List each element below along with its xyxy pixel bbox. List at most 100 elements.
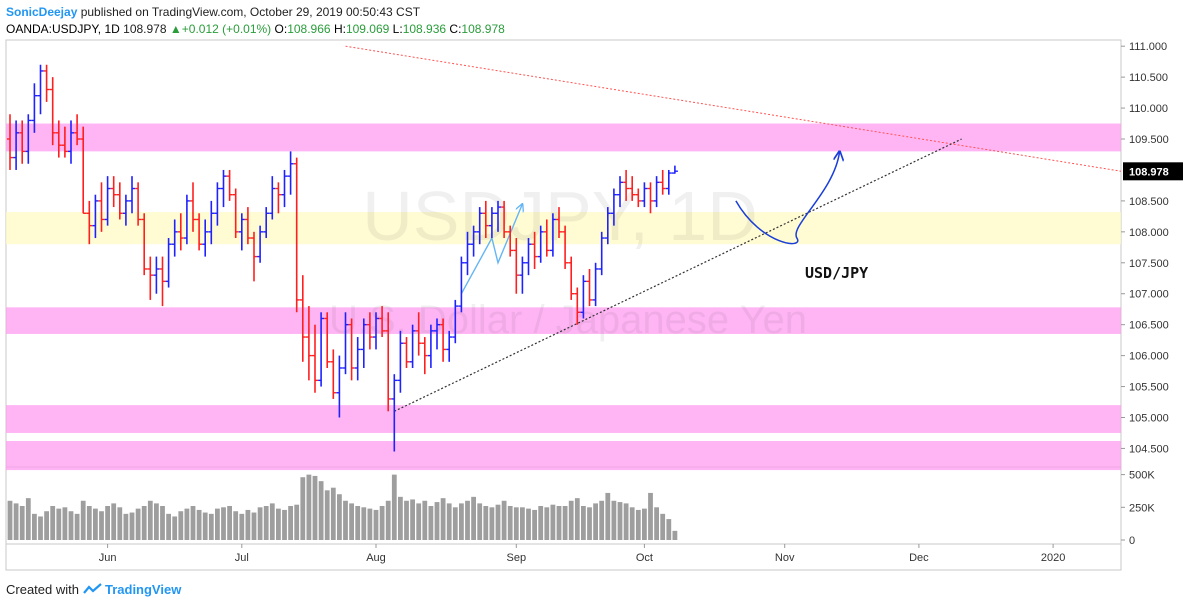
- volume-bar: [593, 503, 598, 540]
- ohlc-bar: [507, 225, 514, 257]
- volume-bar: [562, 506, 568, 540]
- time-tick-label: 2020: [1041, 552, 1065, 564]
- ohlc-bar: [488, 207, 495, 239]
- ohlc-bar: [153, 256, 160, 294]
- current-price-label: 108.978: [1129, 166, 1169, 178]
- created-with-label: Created with: [6, 582, 79, 597]
- ohlc-bar: [348, 318, 355, 381]
- volume-bar: [135, 508, 141, 540]
- price-tick-label: 104.500: [1129, 443, 1169, 455]
- volume-bar: [141, 506, 147, 540]
- volume-bar: [196, 509, 202, 540]
- watermark-name: U.S. Dollar / Japanese Yen: [329, 298, 807, 342]
- price-tick-label: 105.500: [1129, 382, 1169, 394]
- price-axis[interactable]: 111.000 110.500 110.000 109.500 108.500 108.0…: [1121, 41, 1183, 455]
- author-link[interactable]: SonicDeejay: [6, 5, 78, 19]
- ohlc-bar: [220, 169, 227, 208]
- price-tick-label: 107.500: [1129, 258, 1169, 270]
- ohlc-bar: [135, 182, 142, 226]
- volume-bar: [93, 508, 98, 540]
- volume-bar: [56, 508, 62, 540]
- volume-bar: [7, 500, 13, 540]
- tradingview-brand[interactable]: TradingView: [104, 582, 182, 597]
- ohlc-bar: [269, 176, 276, 220]
- volume-bar: [202, 512, 208, 540]
- volume-bar: [526, 508, 531, 540]
- ohlc-bar: [501, 200, 508, 239]
- volume-bar: [654, 507, 659, 540]
- volume-bar: [123, 513, 129, 540]
- support-trendline: [394, 138, 962, 412]
- volume-bar: [635, 509, 641, 540]
- volume-bar: [178, 511, 184, 540]
- volume-bar: [300, 477, 306, 540]
- volume-bar: [373, 509, 379, 540]
- ohlc-bar: [299, 275, 306, 362]
- volume-bar: [117, 507, 123, 540]
- volume-bar: [32, 513, 37, 540]
- volume-bar: [13, 503, 19, 540]
- volume-bar: [520, 507, 525, 540]
- volume-bar: [105, 506, 110, 540]
- price-tick-label: 106.000: [1129, 351, 1169, 363]
- volume-bar: [282, 509, 287, 540]
- volume-bar: [623, 503, 629, 540]
- ohlc-bar: [470, 225, 477, 257]
- volume-bar: [404, 500, 409, 540]
- ohlc-bar: [129, 176, 135, 214]
- ohlc-bar: [586, 268, 593, 307]
- volume-bar: [349, 503, 354, 540]
- volume-bar: [68, 511, 74, 540]
- volume-bar: [38, 516, 43, 540]
- volume-bar: [19, 506, 25, 540]
- ohlc-bar: [342, 312, 349, 375]
- ohlc-bar: [25, 114, 32, 164]
- ohlc-bar: [61, 126, 68, 158]
- volume-bar: [306, 474, 312, 540]
- ohlc-bar: [366, 312, 373, 350]
- publish-line: SonicDeejay published on TradingView.com…: [6, 5, 420, 19]
- ohlc-bar: [403, 337, 410, 368]
- ohlc-bar: [232, 188, 239, 239]
- time-tick-label: Aug: [366, 552, 386, 564]
- volume-bar: [50, 506, 56, 540]
- ohlc-bar: [287, 151, 294, 195]
- volume-bar: [86, 506, 92, 540]
- up-arrow-icon: ▲: [169, 22, 182, 36]
- volume-bar: [25, 498, 31, 540]
- low-value: 108.936: [402, 22, 447, 36]
- ohlc-bar: [354, 337, 361, 381]
- volume-bar: [245, 509, 251, 540]
- volume-bar: [501, 500, 507, 540]
- footer: Created with TradingView: [6, 582, 181, 598]
- ohlc-bar: [80, 126, 87, 214]
- volume-bar: [379, 506, 385, 540]
- volume-bar: [495, 504, 501, 540]
- volume-bar: [257, 507, 263, 540]
- volume-bar: [611, 500, 617, 540]
- price-tick-label: 110.500: [1129, 72, 1168, 84]
- last-price: 108.978: [123, 22, 167, 36]
- symbol-name[interactable]: OANDA:USDJPY, 1D: [6, 22, 120, 36]
- volume-bar: [617, 502, 623, 540]
- volume-bar: [221, 507, 226, 540]
- ohlc-bar: [556, 207, 562, 239]
- time-axis[interactable]: Jun Jul Aug Sep Oct Nov Dec 2020: [99, 544, 1066, 564]
- ohlc-bar: [421, 337, 428, 375]
- volume-bar: [605, 492, 611, 540]
- volume-bar: [507, 506, 513, 540]
- price-tick-label: 108.000: [1129, 227, 1169, 239]
- volume-bar: [477, 503, 483, 540]
- ohlc-bar: [531, 231, 538, 269]
- volume-bar: [629, 507, 635, 540]
- ohlc-bar: [159, 256, 166, 307]
- volume-bar: [471, 496, 476, 540]
- price-zone: [6, 212, 1121, 245]
- close-label: C:: [449, 22, 462, 36]
- volume-bar: [166, 513, 171, 540]
- volume-bar: [385, 500, 391, 540]
- volume-bar: [263, 506, 269, 540]
- ohlc-bar: [281, 169, 288, 208]
- ohlc-bar: [562, 225, 569, 269]
